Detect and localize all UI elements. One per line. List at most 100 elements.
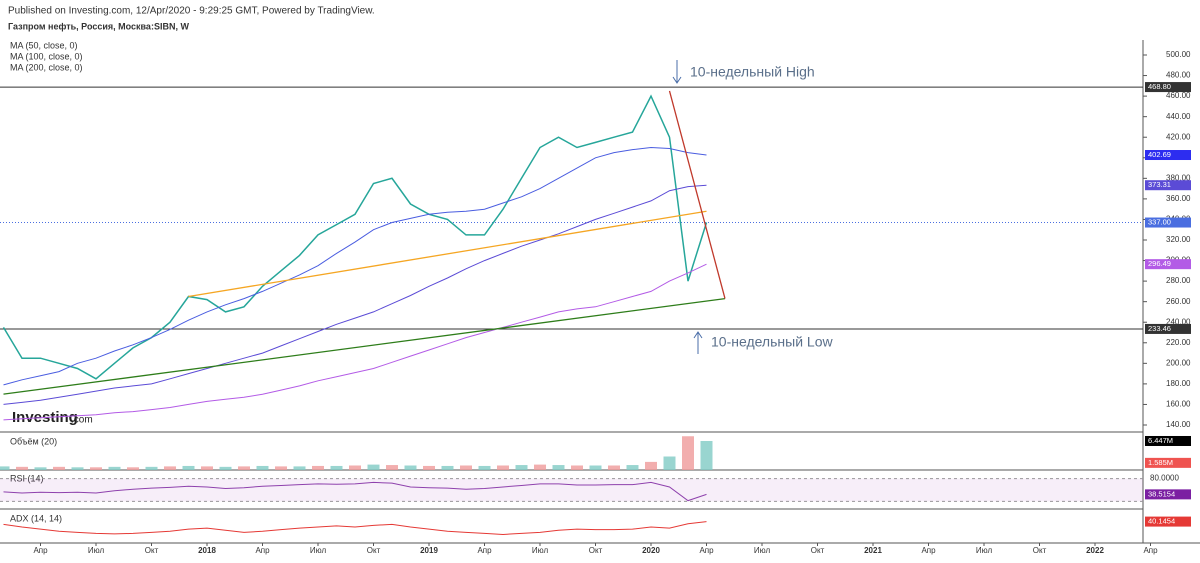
volume-bar	[219, 466, 232, 470]
x-tick-label: Окт	[1033, 546, 1047, 555]
y-tick-label: 200.00	[1166, 358, 1191, 367]
volume-bar	[312, 465, 324, 470]
volume-bar	[423, 465, 435, 470]
volume-bar	[330, 465, 343, 470]
volume-bar	[275, 466, 287, 470]
x-tick-label: Апр	[255, 546, 270, 555]
volume-bar	[534, 464, 546, 470]
trendline	[188, 210, 707, 298]
y-tick-label: 260.00	[1166, 297, 1191, 306]
x-tick-label: 2019	[420, 546, 438, 555]
price-line	[3, 146, 707, 386]
y-tick-label: 160.00	[1166, 400, 1191, 409]
price-tag	[1145, 259, 1191, 270]
volume-bar	[0, 466, 10, 470]
panel-label: ADX (14, 14)	[10, 513, 62, 523]
y-tick-label: 440.00	[1166, 112, 1191, 121]
indicator-line	[3, 521, 707, 535]
volume-bar	[293, 466, 306, 470]
price-tag	[1145, 180, 1191, 191]
y-tick-label: 460.00	[1166, 91, 1191, 100]
volume-bar	[201, 466, 213, 470]
x-tick-label: 2018	[198, 546, 216, 555]
x-tick-label: Апр	[477, 546, 492, 555]
x-tick-label: Апр	[1143, 546, 1158, 555]
x-tick-label: Июл	[976, 546, 993, 555]
price-line	[3, 184, 707, 405]
published: Published on Investing.com, 12/Apr/2020 …	[8, 6, 375, 17]
volume-bar	[645, 461, 657, 470]
y-tick-label: 280.00	[1166, 276, 1191, 285]
volume-bar	[552, 465, 565, 470]
volume-bar	[589, 465, 602, 470]
x-tick-label: Окт	[589, 546, 603, 555]
volume-bar	[256, 465, 269, 470]
volume-bar	[164, 466, 176, 470]
annotation: 10-недельный High	[690, 64, 815, 80]
value-tag-label: 1.585M	[1148, 458, 1173, 467]
volume-bar	[571, 465, 583, 470]
volume-bar	[71, 467, 84, 470]
volume-bar	[404, 465, 417, 470]
volume-bar	[441, 465, 454, 470]
x-tick-label: 2022	[1086, 546, 1104, 555]
x-tick-label: Июл	[88, 546, 105, 555]
x-tick-label: Апр	[699, 546, 714, 555]
value-tag-label: 38.5154	[1148, 489, 1175, 498]
y-tick-label: 500.00	[1166, 50, 1191, 59]
rsi-bg	[0, 478, 1143, 502]
arrow-head	[693, 331, 703, 339]
x-tick-label: Окт	[145, 546, 159, 555]
trendline	[3, 297, 726, 395]
price-tag-label: 337.00	[1148, 218, 1171, 227]
y-tick-label: 360.00	[1166, 194, 1191, 203]
y-tick-label: 380.00	[1166, 173, 1191, 182]
y-tick-label: 420.00	[1166, 132, 1191, 141]
y-tick-label: 240.00	[1166, 317, 1191, 326]
logo-suffix: .com	[71, 415, 93, 426]
price-tag-label: 402.69	[1148, 150, 1171, 159]
volume-bar	[497, 465, 509, 470]
volume-bar	[626, 465, 639, 470]
volume-bar	[700, 440, 713, 470]
volume-bar	[515, 465, 528, 470]
x-tick-label: Окт	[367, 546, 381, 555]
x-tick-label: Апр	[921, 546, 936, 555]
volume-bar	[90, 467, 102, 470]
x-tick-label: Июл	[532, 546, 549, 555]
x-tick-label: Июл	[310, 546, 327, 555]
price-tag-label: 373.31	[1148, 180, 1171, 189]
volume-bar	[608, 465, 620, 470]
price-tag-label: 296.49	[1148, 259, 1171, 268]
volume-bar	[145, 466, 158, 470]
indicator-line	[3, 481, 707, 502]
trendline	[668, 90, 726, 299]
volume-bar	[238, 466, 250, 470]
volume-bar	[53, 466, 65, 470]
volume-bar	[34, 467, 47, 470]
x-tick-label: 2021	[864, 546, 882, 555]
y-tick-label: 220.00	[1166, 338, 1191, 347]
value-tag-label: 40.1454	[1148, 517, 1175, 526]
price-tag	[1145, 82, 1191, 93]
volume-bar	[182, 465, 195, 470]
x-tick-label: Июл	[754, 546, 771, 555]
x-tick-label: Апр	[33, 546, 48, 555]
price-axis-bg	[1143, 40, 1200, 558]
value-tag	[1145, 457, 1191, 468]
legend-entry: MA (100, close, 0)	[10, 51, 83, 61]
value-tag	[1145, 435, 1191, 446]
x-tick-label: 2020	[642, 546, 660, 555]
volume-bar	[367, 464, 380, 470]
arrow-head	[672, 76, 682, 84]
value-tag	[1145, 516, 1191, 527]
legend-entry: MA (50, close, 0)	[10, 40, 78, 50]
y-tick-label: 80.0000	[1150, 474, 1179, 483]
y-tick-label: 320.00	[1166, 235, 1191, 244]
volume-bar	[16, 466, 28, 470]
price-tag	[1145, 150, 1191, 161]
value-tag	[1145, 489, 1191, 500]
price-tag	[1145, 323, 1191, 334]
volume-bar	[349, 465, 361, 470]
